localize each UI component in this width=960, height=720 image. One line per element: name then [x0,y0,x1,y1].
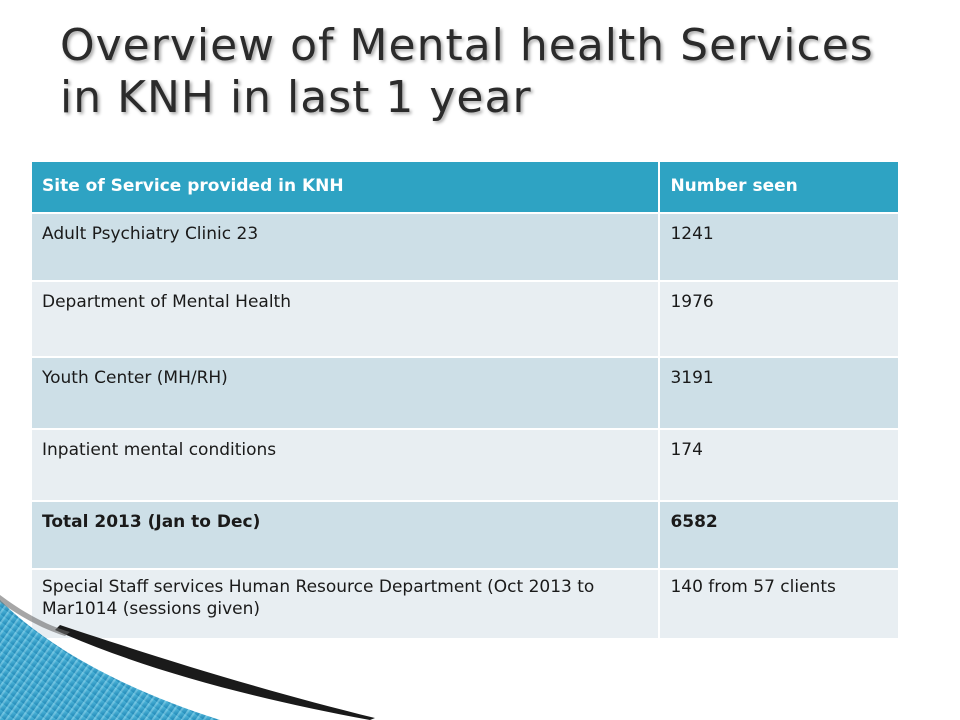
table-row: Special Staff services Human Resource De… [29,568,900,640]
table-row: Adult Psychiatry Clinic 23 1241 [29,212,900,282]
cell-site: Inpatient mental conditions [29,428,661,502]
slide-title-line-2: in KNH in last 1 year [60,72,532,123]
table-row-total: Total 2013 (Jan to Dec) 6582 [29,500,900,570]
cell-number-seen: 6582 [658,500,900,570]
decorative-swoosh [0,595,375,720]
swoosh-black-stroke [55,625,375,720]
cell-number-seen: 1241 [658,212,900,282]
table-header-row: Site of Service provided in KNH Number s… [29,160,900,214]
slide-title-line-1: Overview of Mental health Services [60,20,874,71]
cell-site: Special Staff services Human Resource De… [29,568,661,640]
cell-site: Department of Mental Health [29,280,661,358]
cell-site: Youth Center (MH/RH) [29,356,661,430]
column-header-number-seen: Number seen [658,160,900,214]
slide-title: Overview of Mental health Services in KN… [60,20,920,124]
cell-number-seen: 140 from 57 clients [658,568,900,640]
table-row: Department of Mental Health 1976 [29,280,900,358]
cell-number-seen: 174 [658,428,900,502]
column-header-site: Site of Service provided in KNH [29,160,661,214]
table-row: Inpatient mental conditions 174 [29,428,900,502]
cell-site: Total 2013 (Jan to Dec) [29,500,661,570]
swoosh-grey-stroke [0,595,70,636]
services-table: Site of Service provided in KNH Number s… [29,160,900,640]
cell-number-seen: 3191 [658,356,900,430]
cell-site: Adult Psychiatry Clinic 23 [29,212,661,282]
cell-number-seen: 1976 [658,280,900,358]
table-row: Youth Center (MH/RH) 3191 [29,356,900,430]
swoosh-blue-shape [0,600,220,720]
